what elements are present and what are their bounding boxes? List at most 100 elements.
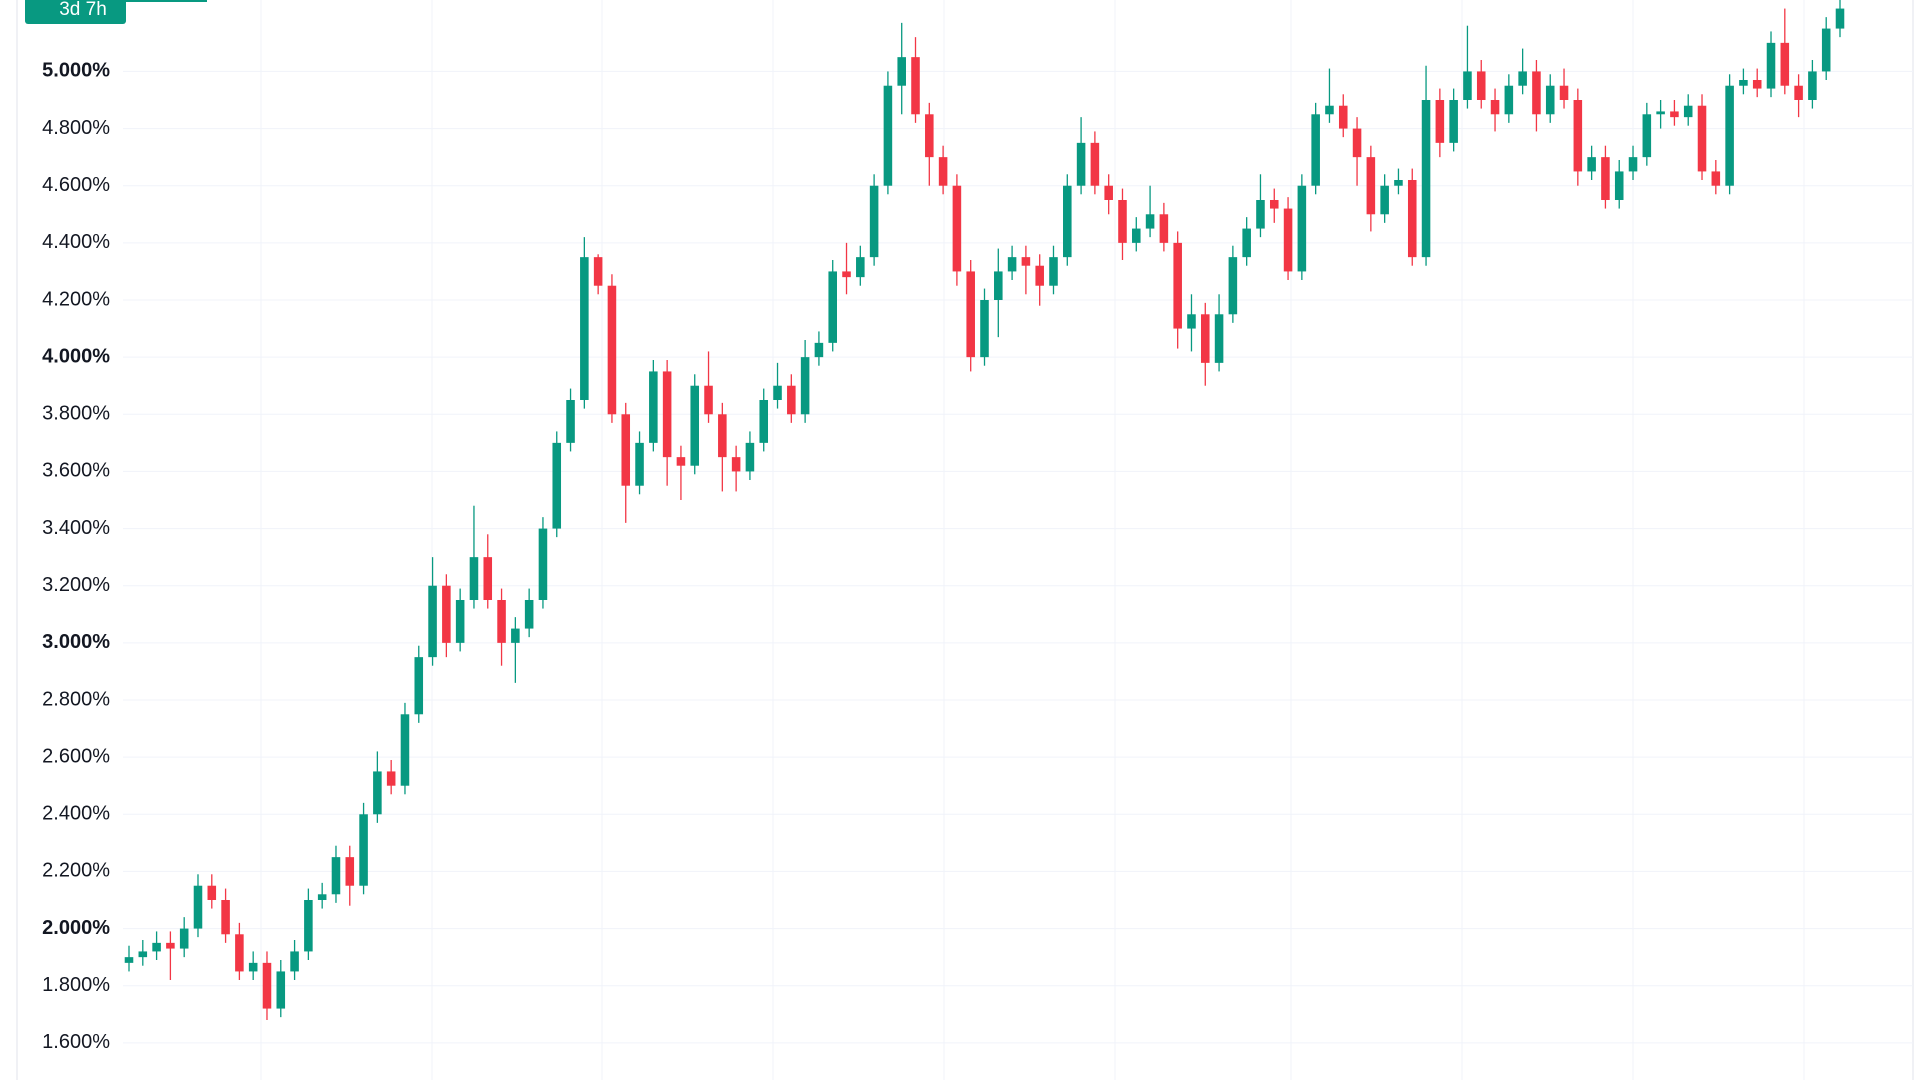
candle-body [166,942,175,949]
candle-body [897,57,906,86]
candle-body [1187,314,1196,329]
y-tick-label: 2.400% [42,803,110,825]
candle-body [221,900,230,935]
candle-body [1380,185,1389,215]
candle-body [1407,180,1417,258]
candle-body [1449,100,1458,143]
candle-body [317,894,327,900]
candle-body [1670,111,1679,118]
candle-body [1587,157,1596,172]
candle-body [1683,105,1693,118]
candle-body [1007,257,1017,272]
y-axis: 1.600% 1.800% 2.000% 2.200% 2.400% 2.600% 2.80… [42,60,110,1053]
candle-body [925,114,934,158]
candle-body [704,385,713,415]
candle-body [1283,208,1293,272]
candle-body [1780,42,1790,86]
candle-body [690,385,700,466]
candle-body [938,157,948,186]
candle-body [386,771,396,786]
candle-body [1628,157,1638,172]
candle-body [883,85,893,186]
candle-body [1601,157,1610,200]
candle-body [1490,100,1500,115]
candle-body [566,400,575,443]
candle-body [469,557,479,600]
candle-body [1518,71,1527,86]
candle-body [483,557,493,600]
candle-body [718,414,727,458]
candle-body [814,342,824,358]
candle-body [1325,105,1334,115]
candle-body [1463,71,1472,100]
candle-body [649,371,658,443]
candle-body [1752,80,1762,89]
candle-body [1656,111,1665,115]
candle-body [414,657,424,715]
candle-body [1421,100,1431,258]
candle-body [1559,85,1569,100]
candle-body [1794,85,1803,100]
candle-body [1214,314,1224,363]
candle-body [1118,200,1127,243]
y-tick-label: 4.400% [42,231,110,253]
candle-body [1711,171,1721,186]
candle-body [800,357,810,415]
candle-body [1297,185,1307,272]
candle-body [1642,114,1652,158]
candle-body [1394,180,1403,186]
candle-body [994,271,1003,300]
candle-body [1145,214,1155,229]
candle-body [1021,257,1031,266]
candle-body [731,457,741,472]
candle-body [276,971,286,1009]
candle-body [1352,128,1362,158]
candle-body [235,934,244,972]
candle-body [304,900,313,952]
candle-body [1090,142,1100,186]
candles [124,0,1845,1020]
grid [123,0,1913,1080]
candle-body [373,771,382,815]
candle-body [745,442,755,472]
candle-body [1614,171,1624,200]
candle-body [1821,28,1831,72]
candle-body [497,600,506,643]
candle-body [662,371,672,458]
y-tick-label: 3.400% [42,517,110,539]
candle-body [1532,71,1541,115]
candle-body [1200,314,1210,363]
y-tick-label: 5.000% [42,60,110,82]
candle-body [1035,265,1044,286]
candle-body [1132,228,1141,243]
candle-body [179,928,189,949]
y-tick-label: 3.600% [42,460,110,482]
candle-body [331,857,341,895]
candle-body [1504,85,1514,115]
candle-body [621,414,631,486]
y-tick-label: 3.200% [42,574,110,596]
candle-body [428,585,437,658]
candle-body [1766,42,1776,89]
candle-body [980,300,989,358]
candle-body [290,951,299,972]
candle-body [911,57,920,115]
candle-body [856,257,865,278]
y-tick-label: 4.600% [42,174,110,196]
candle-body [1808,71,1817,100]
candle-body [773,385,782,400]
candle-body [1076,142,1086,186]
candle-body [345,857,355,886]
y-tick-label: 1.800% [42,974,110,996]
badge-text: 3d 7h [59,0,107,20]
candle-body [442,585,451,643]
candle-body [138,951,148,958]
candle-body [1228,257,1238,315]
candle-body [1104,185,1113,200]
candle-body [1242,228,1251,258]
y-tick-label: 2.200% [42,860,110,882]
candle-body [635,442,644,486]
candle-body [1049,257,1058,286]
y-tick-label: 1.600% [42,1031,110,1053]
